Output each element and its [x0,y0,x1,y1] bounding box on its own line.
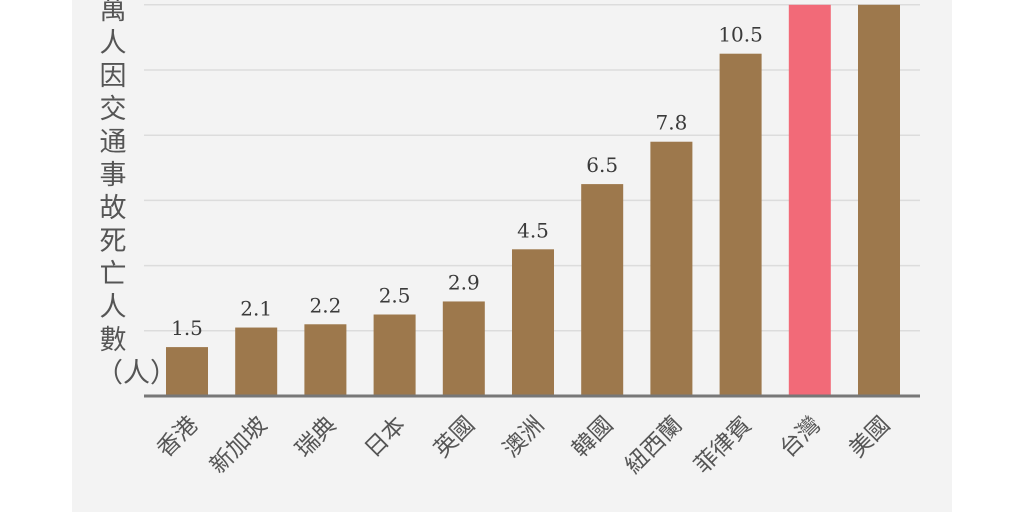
data-label: 7.8 [655,111,687,135]
category-label: 菲律賓 [690,412,757,479]
bar [581,184,624,396]
data-label: 6.5 [586,153,618,177]
category-label: 英國 [429,412,480,463]
data-label: 2.2 [309,293,341,317]
data-label: 2.1 [240,297,272,321]
category-label: 瑞典 [291,412,342,463]
category-label: 台灣 [775,412,826,463]
data-label: 2.5 [379,284,411,308]
category-label: 澳洲 [498,412,549,463]
category-label: 日本 [360,412,411,463]
bar [858,4,900,397]
data-label: 1.5 [171,316,203,340]
category-label: 美國 [844,412,895,463]
bar [373,314,416,396]
data-label: 4.5 [517,218,549,242]
data-label: 2.9 [448,270,480,294]
bar [166,347,208,396]
bar [512,249,554,396]
category-label: 紐西蘭 [620,412,687,479]
category-label: 香港 [152,412,203,463]
bar [719,53,762,396]
bar [442,301,485,396]
bar [650,141,693,396]
category-label: 韓國 [568,412,619,463]
bar [304,324,347,396]
bar [788,4,831,397]
bar [235,327,278,396]
data-label: 10.5 [718,23,763,47]
category-label: 新加坡 [205,412,272,479]
